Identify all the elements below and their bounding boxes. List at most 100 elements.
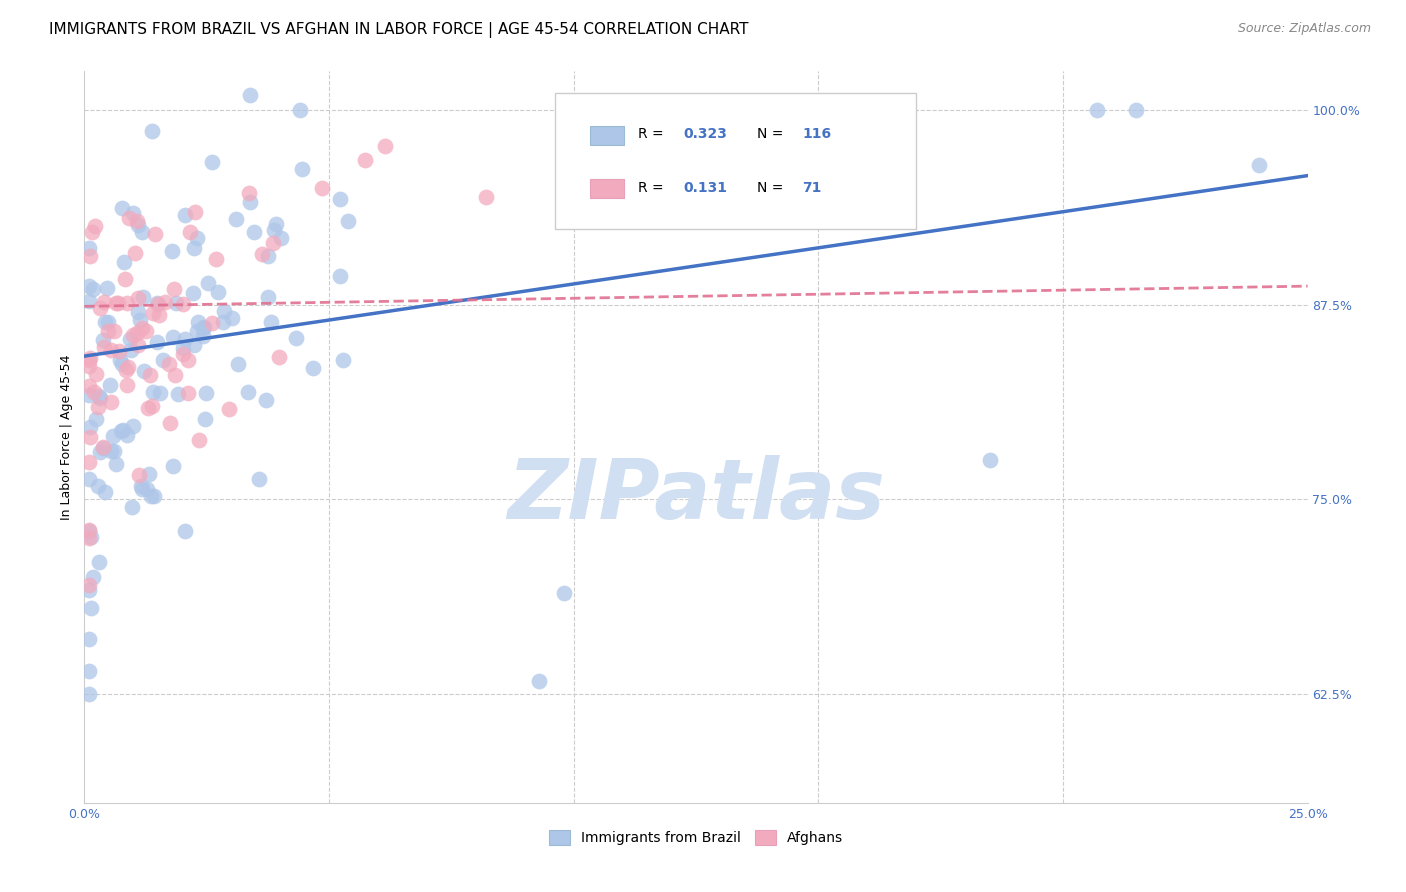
Point	[288, 103, 311, 117]
Point	[79, 249, 101, 263]
Point	[127, 305, 149, 319]
Point	[183, 241, 205, 255]
Point	[262, 236, 284, 251]
Point	[122, 327, 145, 342]
Point	[89, 445, 111, 459]
Point	[266, 217, 288, 231]
Point	[162, 329, 184, 343]
Point	[207, 285, 229, 299]
Point	[529, 674, 551, 689]
Point	[124, 246, 146, 260]
Point	[82, 225, 104, 239]
Point	[174, 524, 197, 538]
Point	[80, 530, 103, 544]
Point	[284, 331, 307, 345]
Point	[118, 332, 141, 346]
Point	[194, 412, 217, 426]
Point	[225, 211, 247, 226]
Point	[291, 161, 314, 176]
Point	[134, 364, 156, 378]
Point	[84, 412, 107, 426]
Text: 71: 71	[803, 180, 821, 194]
Point	[77, 359, 100, 373]
Point	[77, 524, 100, 538]
Point	[79, 420, 101, 434]
Point	[329, 268, 352, 283]
Point	[269, 350, 291, 364]
Point	[191, 329, 214, 343]
Point	[128, 467, 150, 482]
Point	[553, 585, 575, 599]
Point	[100, 378, 122, 392]
Point	[1247, 158, 1270, 172]
Point	[77, 353, 100, 368]
Point	[239, 195, 262, 210]
Point	[122, 419, 145, 434]
Point	[77, 378, 100, 392]
Point	[143, 227, 166, 241]
Point	[172, 341, 194, 355]
Point	[82, 281, 104, 295]
Point	[110, 424, 132, 438]
Point	[77, 664, 100, 678]
Point	[256, 290, 278, 304]
Point	[108, 344, 131, 359]
Point	[146, 334, 169, 349]
Point	[474, 190, 496, 204]
Point	[115, 363, 138, 377]
Point	[374, 139, 396, 153]
Point	[177, 353, 200, 368]
Point	[111, 201, 134, 215]
Point	[172, 347, 194, 361]
Point	[115, 296, 138, 310]
Y-axis label: In Labor Force | Age 45-54: In Labor Force | Age 45-54	[60, 354, 73, 520]
Point	[77, 578, 100, 592]
Point	[226, 358, 249, 372]
Point	[77, 472, 100, 486]
FancyBboxPatch shape	[589, 126, 624, 145]
Point	[125, 326, 148, 341]
Point	[141, 124, 163, 138]
Point	[263, 223, 285, 237]
Point	[197, 276, 219, 290]
Point	[107, 295, 129, 310]
Point	[127, 338, 149, 352]
Point	[160, 244, 183, 258]
Point	[141, 399, 163, 413]
Point	[87, 400, 110, 414]
Point	[243, 225, 266, 239]
Point	[91, 440, 114, 454]
Point	[100, 394, 122, 409]
Point	[221, 311, 243, 326]
Point	[77, 293, 100, 308]
Point	[108, 352, 131, 367]
Point	[77, 387, 100, 401]
Point	[97, 324, 120, 338]
Point	[142, 385, 165, 400]
Text: 0.323: 0.323	[683, 128, 728, 142]
Point	[101, 429, 124, 443]
Point	[250, 247, 273, 261]
Point	[80, 601, 103, 615]
Point	[211, 316, 233, 330]
Point	[239, 87, 262, 102]
Point	[87, 389, 110, 403]
Point	[311, 181, 333, 195]
Point	[257, 249, 280, 263]
Point	[201, 317, 224, 331]
Point	[163, 282, 186, 296]
Point	[77, 278, 100, 293]
Point	[162, 458, 184, 473]
Point	[332, 353, 354, 368]
Point	[77, 531, 100, 545]
Point	[89, 391, 111, 405]
Point	[132, 290, 155, 304]
Point	[139, 368, 162, 383]
Point	[103, 324, 125, 338]
Point	[89, 301, 111, 315]
Point	[183, 338, 205, 352]
Point	[120, 343, 142, 357]
Point	[104, 295, 127, 310]
Legend: Immigrants from Brazil, Afghans: Immigrants from Brazil, Afghans	[544, 825, 848, 851]
Point	[125, 213, 148, 227]
